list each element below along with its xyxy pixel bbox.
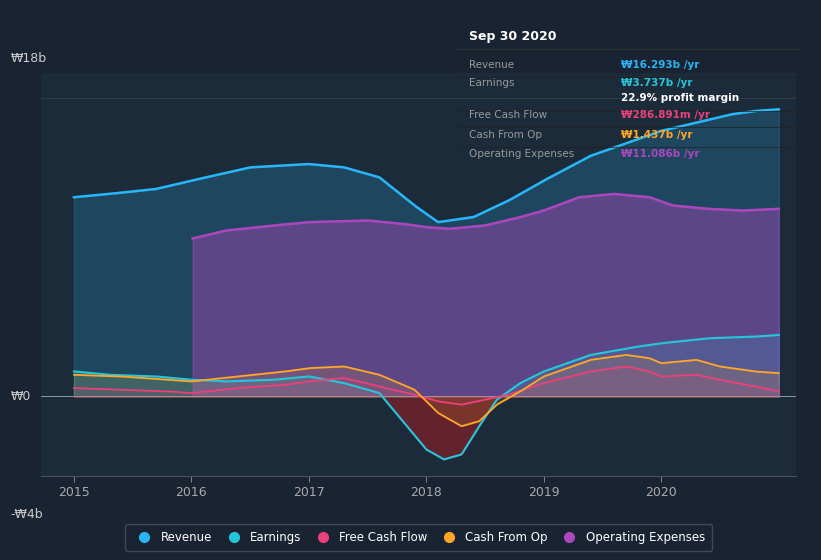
Text: ₩286.891m /yr: ₩286.891m /yr: [621, 110, 710, 120]
Text: ₩16.293b /yr: ₩16.293b /yr: [621, 60, 699, 70]
Text: ₩18b: ₩18b: [11, 52, 47, 65]
Text: 22.9% profit margin: 22.9% profit margin: [621, 94, 739, 104]
Text: Free Cash Flow: Free Cash Flow: [470, 110, 548, 120]
Text: ₩11.086b /yr: ₩11.086b /yr: [621, 150, 699, 160]
Text: Sep 30 2020: Sep 30 2020: [470, 30, 557, 44]
Text: -₩4b: -₩4b: [11, 508, 44, 521]
Text: Revenue: Revenue: [470, 60, 515, 70]
Legend: Revenue, Earnings, Free Cash Flow, Cash From Op, Operating Expenses: Revenue, Earnings, Free Cash Flow, Cash …: [126, 524, 712, 550]
Text: ₩0: ₩0: [11, 390, 31, 403]
Text: ₩3.737b /yr: ₩3.737b /yr: [621, 78, 693, 88]
Text: Cash From Op: Cash From Op: [470, 130, 543, 140]
Text: ₩1.437b /yr: ₩1.437b /yr: [621, 130, 693, 140]
Text: Operating Expenses: Operating Expenses: [470, 150, 575, 160]
Text: Earnings: Earnings: [470, 78, 515, 88]
